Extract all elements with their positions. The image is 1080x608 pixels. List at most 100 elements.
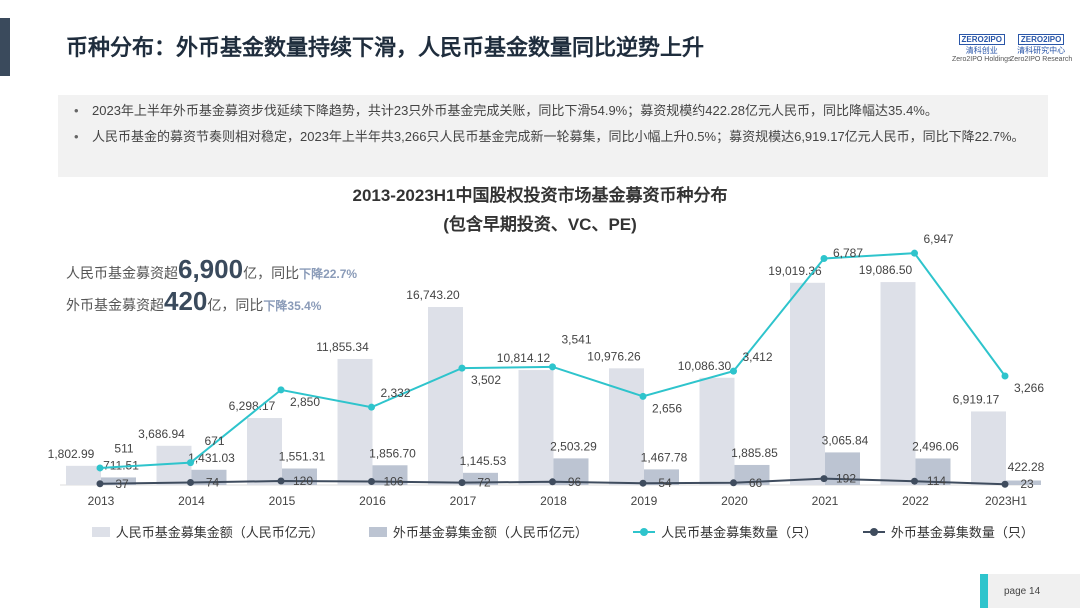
label-rmb-count: 6,947 — [923, 232, 953, 246]
legend-fx-amount: 外币基金募集金额（人民币亿元） — [369, 522, 588, 541]
bar-rmb-amount — [66, 465, 101, 485]
x-tick-label: 2021 — [812, 494, 839, 508]
label-fx-amount: 1,145.53 — [460, 454, 507, 468]
bar-rmb-amount — [609, 368, 644, 485]
label-fx-count: 120 — [293, 474, 313, 488]
label-rmb-count: 3,266 — [1014, 381, 1044, 395]
fx-annotation: 外币基金募资超420亿，同比下降35.4% — [66, 286, 321, 317]
label-rmb-amount: 19,019.36 — [768, 264, 822, 278]
label-fx-amount: 1,856.70 — [369, 446, 416, 460]
point-rmb-count — [187, 459, 194, 467]
bar-rmb-amount — [337, 358, 373, 485]
legend-label: 人民币基金募集金额（人民币亿元） — [115, 525, 324, 540]
legend-line — [863, 527, 885, 536]
point-rmb-count — [277, 386, 285, 394]
summary-box: 2023年上半年外币基金募资步伐延续下降趋势，共计23只外币基金完成关账，同比下… — [58, 95, 1048, 177]
point-fx-count — [96, 480, 104, 488]
label-fx-amount: 1,885.85 — [731, 446, 778, 460]
x-tick-label: 2015 — [269, 494, 296, 508]
logo-brand: ZERO2IPO — [958, 34, 1005, 45]
point-rmb-count — [1001, 372, 1009, 380]
point-rmb-count — [820, 255, 828, 263]
point-fx-count — [458, 479, 466, 487]
bar-rmb-amount — [247, 418, 282, 485]
label-fx-count: 192 — [836, 472, 856, 486]
label-fx-count: 66 — [749, 476, 763, 490]
logo-sub: Zero2IPO Research — [1010, 56, 1073, 63]
label-rmb-count: 2,656 — [652, 401, 682, 415]
ann-text: 人民币基金募资超 — [66, 265, 178, 281]
ann-change: 下降35.4% — [263, 299, 322, 313]
chart-subtitle: (包含早期投资、VC、PE) — [443, 215, 637, 234]
point-rmb-count — [96, 464, 104, 472]
x-tick-label: 2022 — [902, 494, 929, 508]
label-rmb-amount: 3,686.94 — [138, 427, 185, 441]
x-tick-label: 2018 — [540, 494, 567, 508]
point-rmb-count — [458, 364, 466, 372]
bar-rmb-amount — [790, 282, 825, 485]
bar-rmb-amount — [699, 377, 735, 485]
x-tick-label: 2016 — [359, 494, 386, 508]
point-rmb-count — [730, 367, 737, 375]
point-rmb-count — [911, 249, 918, 257]
legend-label: 人民币基金募集数量（只） — [661, 525, 818, 540]
point-fx-count — [187, 479, 194, 487]
x-tick-label: 2023H1 — [985, 494, 1027, 508]
ann-text: 亿，同比 — [243, 265, 300, 281]
bar-rmb-amount — [156, 445, 192, 485]
point-fx-count — [820, 475, 828, 483]
label-fx-amount: 422.28 — [1008, 460, 1045, 474]
label-fx-count: 74 — [206, 476, 220, 490]
label-rmb-count: 3,412 — [742, 350, 772, 364]
label-fx-count: 72 — [477, 476, 491, 490]
ann-value: 6,900 — [178, 254, 244, 284]
label-rmb-amount: 16,743.20 — [406, 288, 460, 302]
x-tick-label: 2014 — [178, 494, 205, 508]
point-fx-count — [277, 477, 285, 485]
bullet-item: 人民币基金的募资节奏则相对稳定，2023年上半年共3,266只人民币基金完成新一… — [70, 127, 1025, 147]
point-fx-count — [1001, 480, 1009, 488]
label-rmb-amount: 10,086.30 — [678, 359, 732, 373]
point-fx-count — [549, 478, 556, 486]
bar-fx-amount — [553, 458, 589, 485]
legend-label: 外币基金募集数量（只） — [890, 525, 1034, 540]
point-rmb-count — [368, 403, 375, 411]
legend-rmb-count: 人民币基金募集数量（只） — [633, 522, 818, 541]
bar-rmb-amount — [518, 370, 554, 485]
label-fx-amount: 1,551.31 — [279, 450, 326, 464]
legend-line — [633, 527, 656, 536]
bar-fx-amount — [101, 477, 136, 485]
bar-rmb-amount — [880, 282, 916, 485]
x-tick-label: 2019 — [631, 494, 658, 508]
point-fx-count — [730, 479, 737, 487]
rmb-annotation: 人民币基金募资超6,900亿，同比下降22.7% — [66, 254, 357, 285]
chart-legend: 人民币基金募集金额（人民币亿元） 外币基金募集金额（人民币亿元） 人民币基金募集… — [92, 522, 1080, 541]
label-fx-amount: 711.51 — [103, 458, 139, 472]
label-rmb-amount: 10,814.12 — [497, 351, 551, 365]
page-title: 币种分布：外币基金数量持续下滑，人民币基金数量同比逆势上升 — [66, 35, 705, 60]
logo-brand: ZERO2IPO — [1017, 34, 1065, 45]
label-rmb-count: 671 — [204, 434, 224, 448]
bar-rmb-amount — [971, 411, 1006, 485]
ann-value: 420 — [164, 286, 208, 316]
label-rmb-count: 2,332 — [380, 386, 410, 400]
point-fx-count — [911, 477, 918, 485]
label-fx-count: 106 — [383, 474, 403, 488]
label-rmb-amount: 19,086.50 — [859, 263, 913, 277]
legend-swatch — [92, 526, 110, 537]
label-rmb-count: 3,502 — [471, 373, 501, 387]
ann-text: 亿，同比 — [207, 297, 264, 313]
label-rmb-amount: 10,976.26 — [587, 349, 641, 363]
x-tick-label: 2013 — [88, 494, 115, 508]
label-rmb-amount: 6,298.17 — [229, 399, 276, 413]
logo-zero2ipo-research: ZERO2IPO 清科研究中心 Zero2IPO Research — [1010, 34, 1072, 63]
point-rmb-count — [549, 363, 556, 371]
x-tick-label: 2020 — [721, 494, 748, 508]
bar-fx-amount — [644, 469, 679, 485]
bar-fx-amount — [1006, 480, 1041, 485]
logo-sub: Zero2IPO Holdings — [952, 56, 1012, 63]
x-tick-label: 2017 — [450, 494, 477, 508]
point-fx-count — [368, 477, 375, 485]
label-fx-count: 23 — [1020, 477, 1034, 491]
